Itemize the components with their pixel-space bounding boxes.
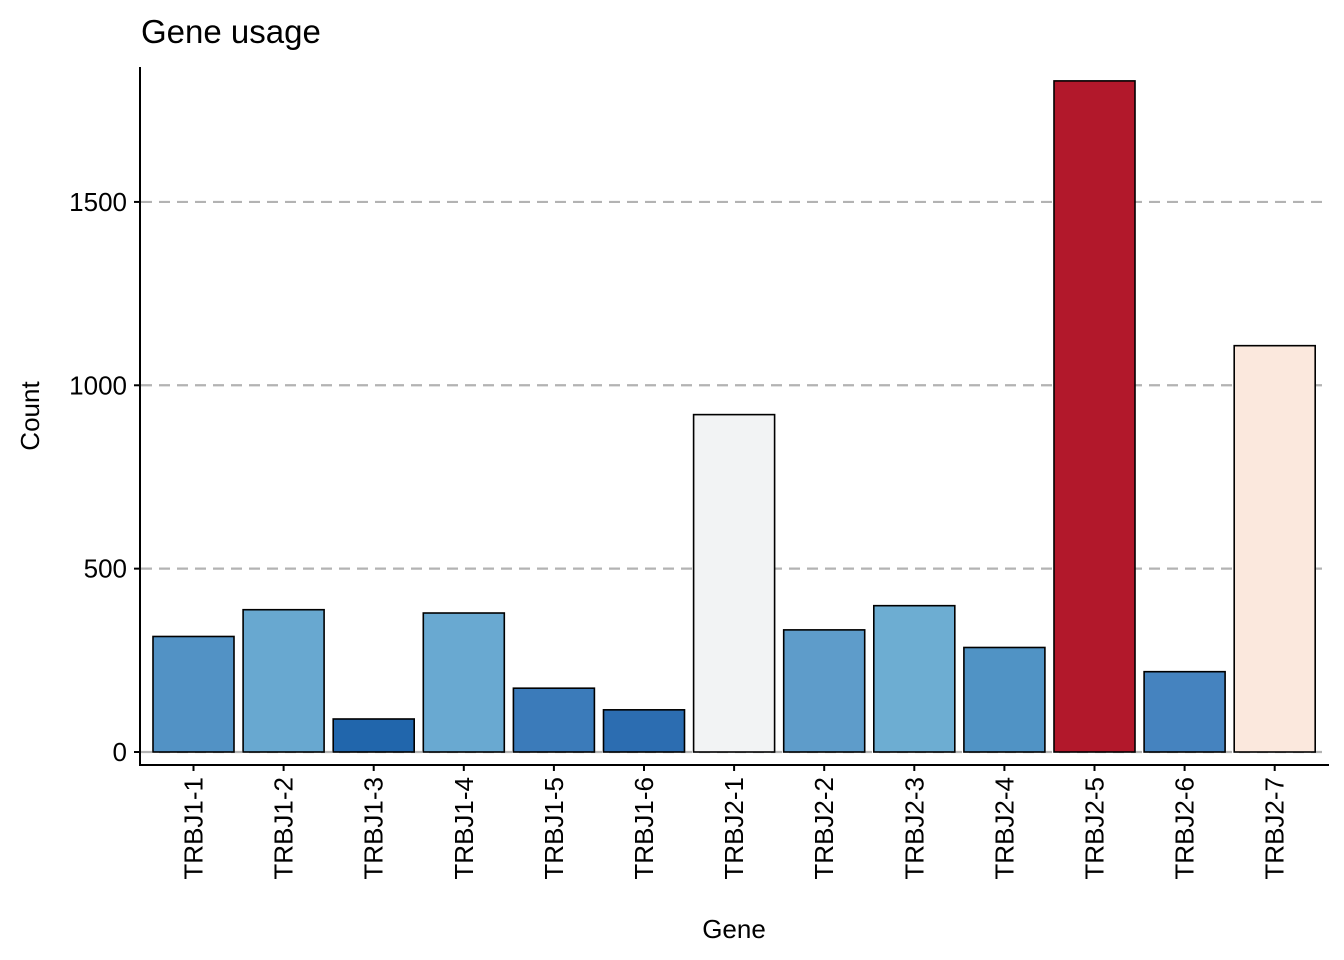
- bar-TRBJ2-6: [1143, 670, 1226, 753]
- x-tick-label: TRBJ1-3: [359, 777, 389, 880]
- bars: [152, 80, 1316, 753]
- x-tick-label: TRBJ1-1: [179, 777, 209, 880]
- bar-TRBJ1-6: [602, 709, 686, 753]
- bar-TRBJ1-2: [242, 608, 325, 753]
- bar-TRBJ2-3: [872, 604, 956, 753]
- x-axis-title: Gene: [702, 914, 766, 944]
- y-axis-title: Count: [15, 381, 45, 451]
- x-axis-ticks: TRBJ1-1 TRBJ1-2 TRBJ1-3 TRBJ1-4 TRBJ1-5 TRBJ1…: [179, 765, 1290, 880]
- y-tick-label: 1500: [69, 187, 127, 217]
- y-tick-label: 500: [84, 554, 127, 584]
- x-tick-label: TRBJ1-5: [539, 777, 569, 880]
- chart-title: Gene usage: [141, 13, 321, 50]
- x-tick-label: TRBJ2-2: [809, 777, 839, 880]
- bar-TRBJ2-7: [1233, 344, 1316, 753]
- bar-TRBJ1-1: [152, 635, 235, 753]
- bar-TRBJ2-2: [782, 629, 866, 753]
- bar-TRBJ2-1: [692, 413, 776, 753]
- x-tick-label: TRBJ2-3: [899, 777, 929, 880]
- y-tick-label: 1000: [69, 370, 127, 400]
- bar-TRBJ2-4: [963, 646, 1046, 753]
- y-axis-ticks: 0 500 1000 1500: [69, 187, 140, 767]
- x-tick-label: TRBJ2-7: [1260, 777, 1290, 880]
- x-tick-label: TRBJ2-4: [989, 777, 1019, 880]
- bar-TRBJ1-4: [422, 612, 506, 753]
- x-tick-label: TRBJ1-2: [269, 777, 299, 880]
- x-tick-label: TRBJ1-4: [449, 777, 479, 880]
- bar-TRBJ1-3: [332, 718, 416, 753]
- bar-TRBJ2-5: [1053, 80, 1136, 753]
- x-tick-label: TRBJ2-5: [1080, 777, 1110, 880]
- x-tick-label: TRBJ2-6: [1170, 777, 1200, 880]
- y-tick-label: 0: [113, 737, 127, 767]
- bar-TRBJ1-5: [512, 687, 596, 753]
- x-tick-label: TRBJ1-6: [629, 777, 659, 880]
- x-tick-label: TRBJ2-1: [719, 777, 749, 880]
